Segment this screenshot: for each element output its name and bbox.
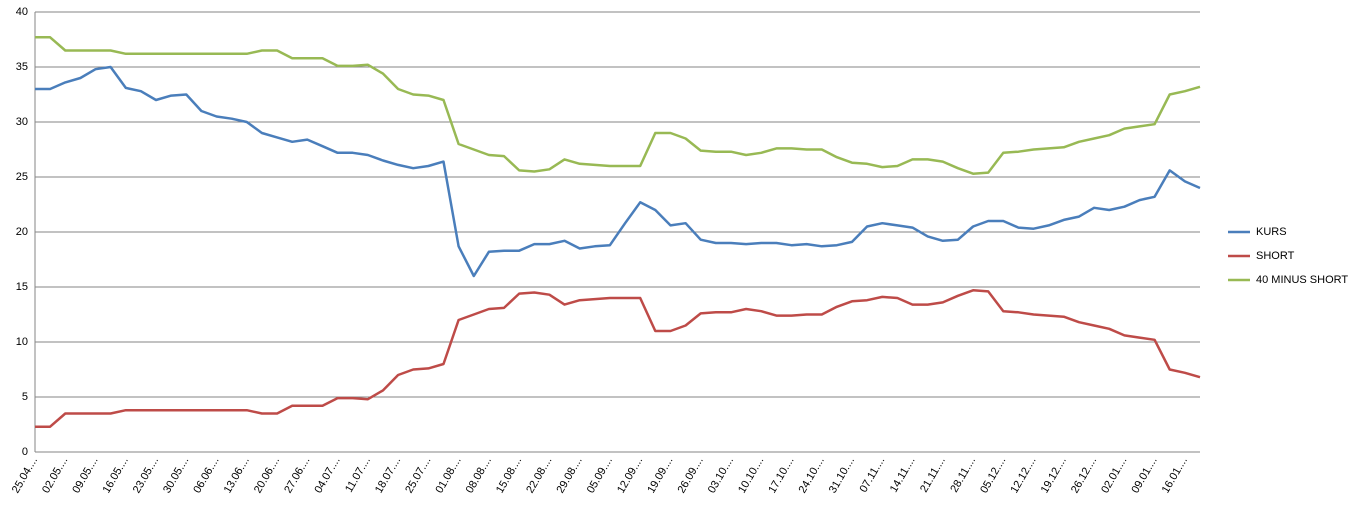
x-tick-label: 20.06.... [252, 455, 282, 495]
x-tick-label: 23.05.... [131, 455, 161, 495]
series-line [35, 36, 1201, 175]
x-tick-label: 21.11.... [918, 455, 948, 495]
y-tick-label: 35 [16, 61, 28, 73]
x-tick-label: 07.11.... [858, 455, 888, 495]
legend-label: KURS [1256, 226, 1287, 238]
x-tick-label: 26.09.... [676, 455, 706, 495]
x-tick-label: 09.01.... [1129, 455, 1159, 495]
x-tick-label: 06.06.... [191, 455, 221, 495]
y-tick-label: 5 [22, 391, 28, 403]
x-tick-label: 12.12.... [1008, 455, 1038, 495]
legend-label: 40 MINUS SHORT [1256, 274, 1348, 286]
x-tick-label: 08.08.... [464, 455, 494, 495]
x-tick-label: 17.10.... [766, 455, 796, 495]
x-tick-label: 14.11.... [888, 455, 918, 495]
x-tick-label: 12.09.... [615, 455, 645, 495]
x-tick-label: 03.10.... [706, 455, 736, 495]
y-tick-label: 0 [22, 446, 28, 458]
x-tick-label: 10.10.... [736, 455, 766, 495]
x-tick-label: 13.06.... [222, 455, 252, 495]
x-tick-label: 05.09.... [585, 455, 615, 495]
x-tick-label: 02.05.... [40, 455, 70, 495]
x-tick-label: 22.08.... [524, 455, 554, 495]
x-tick-label: 31.10.... [827, 455, 857, 495]
x-tick-label: 16.05.... [101, 455, 131, 495]
x-tick-label: 02.01.... [1099, 455, 1129, 495]
y-tick-label: 25 [16, 171, 28, 183]
x-tick-label: 16.01.... [1160, 455, 1190, 495]
x-tick-label: 11.07.... [343, 455, 373, 495]
y-tick-label: 15 [16, 281, 28, 293]
series-line [35, 289, 1201, 428]
x-tick-label: 09.05.... [70, 455, 100, 495]
series-line [35, 65, 1201, 278]
x-tick-label: 29.08.... [555, 455, 585, 495]
x-tick-label: 19.09.... [645, 455, 675, 495]
x-tick-label: 27.06.... [282, 455, 312, 495]
y-tick-label: 20 [16, 226, 28, 238]
x-tick-label: 05.12.... [978, 455, 1008, 495]
legend-label: SHORT [1256, 250, 1295, 262]
x-tick-label: 01.08.... [433, 455, 463, 495]
y-tick-label: 10 [16, 336, 28, 348]
y-tick-label: 30 [16, 116, 28, 128]
x-tick-label: 24.10.... [797, 455, 827, 495]
x-tick-label: 25.07.... [403, 455, 433, 495]
x-tick-label: 04.07.... [312, 455, 342, 495]
x-tick-label: 30.05.... [161, 455, 191, 495]
x-tick-label: 19.12.... [1039, 455, 1069, 495]
x-tick-label: 26.12.... [1069, 455, 1099, 495]
x-tick-label: 15.08.... [494, 455, 524, 495]
x-tick-label: 25.04.... [10, 455, 40, 495]
y-tick-label: 40 [16, 6, 28, 18]
x-tick-label: 18.07.... [373, 455, 403, 495]
x-tick-label: 28.11.... [948, 455, 978, 495]
